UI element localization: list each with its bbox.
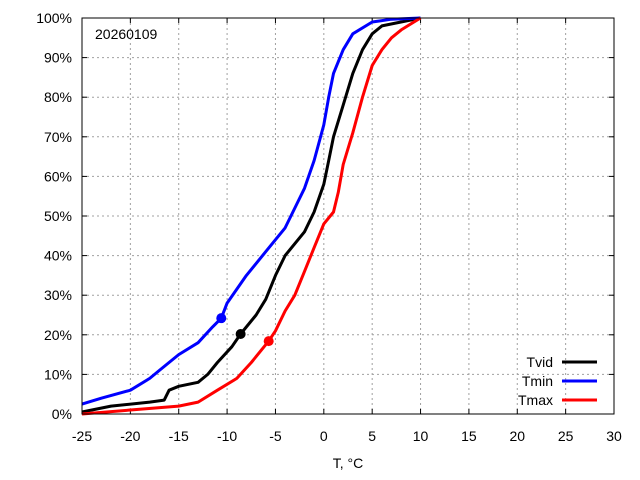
x-tick-label: 15 bbox=[461, 428, 477, 444]
y-tick-label: 0% bbox=[52, 406, 72, 422]
x-tick-label: -10 bbox=[217, 428, 237, 444]
x-axis-label: T, °C bbox=[333, 455, 364, 471]
series-line-tmin bbox=[81, 16, 421, 406]
y-tick-label: 50% bbox=[44, 208, 72, 224]
y-tick-label: 40% bbox=[44, 248, 72, 264]
x-tick-label: 10 bbox=[413, 428, 429, 444]
legend: Tvid Tmin Tmax bbox=[518, 354, 597, 408]
y-tick-label: 30% bbox=[44, 287, 72, 303]
x-tick-label: 20 bbox=[509, 428, 525, 444]
series bbox=[81, 16, 422, 416]
x-tick-label: -25 bbox=[72, 428, 92, 444]
grid bbox=[82, 18, 614, 414]
x-tick-label: 25 bbox=[558, 428, 574, 444]
series-marker-tmax bbox=[263, 336, 274, 347]
y-tick-label: 10% bbox=[44, 366, 72, 382]
series-line-tvid bbox=[81, 16, 421, 414]
y-tick-label: 90% bbox=[44, 50, 72, 66]
date-annotation: 20260109 bbox=[95, 26, 158, 42]
y-tick-label: 100% bbox=[36, 10, 72, 26]
x-tick-label: -15 bbox=[169, 428, 189, 444]
x-tick-label: 0 bbox=[320, 428, 328, 444]
legend-label-tvid: Tvid bbox=[527, 354, 553, 370]
legend-label-tmin: Tmin bbox=[522, 373, 553, 389]
series-marker-tvid bbox=[235, 329, 246, 340]
x-tick-label: -20 bbox=[120, 428, 140, 444]
legend-label-tmax: Tmax bbox=[518, 392, 553, 408]
x-tick-label: 30 bbox=[606, 428, 622, 444]
series-line-tmax bbox=[81, 16, 422, 416]
y-tick-label: 20% bbox=[44, 327, 72, 343]
y-tick-label: 60% bbox=[44, 168, 72, 184]
ticks: -25 -20 -15 -10 -5 0 5 10 15 20 25 30 0% 10% 20% 30% 40%… bbox=[36, 10, 622, 444]
series-marker-tmin bbox=[216, 313, 227, 324]
plot-border bbox=[81, 17, 615, 415]
y-tick-label: 80% bbox=[44, 89, 72, 105]
y-tick-label: 70% bbox=[44, 129, 72, 145]
x-tick-label: -5 bbox=[269, 428, 282, 444]
x-tick-label: 5 bbox=[368, 428, 376, 444]
